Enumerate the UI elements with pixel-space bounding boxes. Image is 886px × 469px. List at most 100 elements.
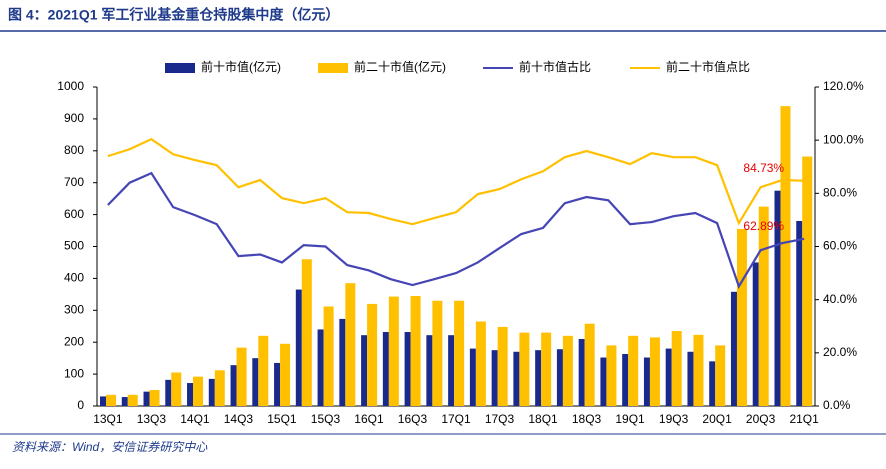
bar: [497, 326, 508, 406]
bar: [469, 348, 476, 406]
x-tick-label: 15Q3: [311, 412, 341, 426]
bar: [274, 362, 281, 406]
bar: [709, 361, 716, 406]
x-tick-label: 13Q1: [93, 412, 123, 426]
bar: [622, 354, 629, 406]
legend-label: 前二十市值(亿元): [354, 59, 446, 74]
bar: [643, 357, 650, 406]
bar: [649, 337, 660, 406]
y2-tick-label: 120.0%: [823, 79, 864, 93]
bar: [382, 331, 389, 406]
bar: [606, 345, 617, 406]
y2-tick-label: 100.0%: [823, 132, 864, 146]
y2-tick-label: 60.0%: [823, 239, 857, 253]
bar: [106, 394, 116, 406]
bar: [208, 378, 215, 406]
line: [107, 137, 805, 226]
bar: [730, 291, 737, 406]
bar: [774, 190, 781, 406]
bar: [426, 335, 433, 406]
source: 资料来源：Wind，安信证券研究中心: [12, 440, 208, 454]
bar: [143, 391, 150, 406]
bar: [404, 331, 411, 406]
legend-label: 前二十市值点比: [666, 59, 750, 74]
x-tick-label: 18Q3: [572, 412, 602, 426]
y-tick-label: 300: [64, 302, 84, 316]
bar: [475, 321, 486, 406]
y2-tick-label: 20.0%: [823, 345, 857, 359]
bar: [301, 259, 312, 406]
x-tick-label: 17Q1: [441, 412, 471, 426]
bar: [758, 206, 769, 406]
x-tick-label: 21Q1: [789, 412, 819, 426]
bar: [578, 339, 585, 406]
y-tick-label: 100: [64, 366, 84, 380]
bar: [519, 332, 530, 406]
bar: [171, 372, 182, 406]
bar: [317, 329, 324, 406]
line: [107, 171, 805, 289]
bar: [671, 331, 682, 406]
y-tick-label: 500: [64, 239, 84, 253]
bar: [454, 300, 465, 406]
bar: [236, 347, 247, 406]
bar: [187, 383, 194, 406]
x-tick-label: 20Q3: [746, 412, 776, 426]
x-tick-label: 14Q3: [224, 412, 254, 426]
x-tick-label: 14Q1: [180, 412, 210, 426]
bar: [491, 350, 498, 406]
bar: [280, 343, 291, 406]
bar: [361, 335, 368, 406]
bar: [715, 345, 726, 406]
bar: [295, 289, 302, 406]
y-tick-label: 0: [77, 398, 84, 412]
x-tick-label: 18Q1: [528, 412, 558, 426]
bar: [323, 306, 334, 406]
x-tick-label: 19Q3: [659, 412, 689, 426]
legend-label: 前十市值(亿元): [201, 59, 281, 74]
bar: [687, 351, 694, 406]
bar: [410, 295, 421, 406]
bar: [258, 335, 269, 406]
bar: [584, 323, 595, 406]
bar: [193, 376, 204, 406]
bar: [165, 379, 172, 406]
legend-swatch: [165, 63, 195, 73]
bar: [535, 350, 542, 406]
chart-title: 图 4：2021Q1 军工行业基金重仓持股集中度（亿元）: [8, 7, 339, 23]
bar: [432, 300, 443, 406]
bar: [541, 332, 552, 406]
bar: [214, 370, 225, 406]
x-tick-label: 20Q1: [702, 412, 732, 426]
bar: [556, 349, 563, 406]
bar: [448, 335, 455, 406]
bar: [628, 335, 639, 406]
value-label: 84.73%: [743, 161, 784, 175]
y-tick-label: 800: [64, 143, 84, 157]
bar: [339, 318, 346, 406]
bar: [802, 156, 813, 406]
bar: [388, 296, 399, 406]
x-tick-label: 13Q3: [137, 412, 167, 426]
y-tick-label: 200: [64, 334, 84, 348]
x-tick-label: 15Q1: [267, 412, 297, 426]
x-tick-label: 16Q3: [398, 412, 428, 426]
y-tick-label: 900: [64, 111, 84, 125]
bar: [513, 351, 520, 406]
legend-label: 前十市值古比: [519, 59, 591, 74]
y2-tick-label: 40.0%: [823, 292, 857, 306]
bar: [127, 394, 138, 406]
bar: [230, 365, 237, 406]
bar: [252, 358, 259, 406]
y-tick-label: 600: [64, 207, 84, 221]
x-tick-label: 16Q1: [354, 412, 384, 426]
bar: [780, 106, 791, 406]
legend-swatch: [318, 63, 348, 73]
bar: [752, 262, 759, 406]
value-label: 62.89%: [743, 219, 784, 233]
x-tick-label: 19Q1: [615, 412, 645, 426]
bar: [345, 283, 356, 406]
bar: [149, 390, 160, 406]
bar: [562, 335, 573, 406]
